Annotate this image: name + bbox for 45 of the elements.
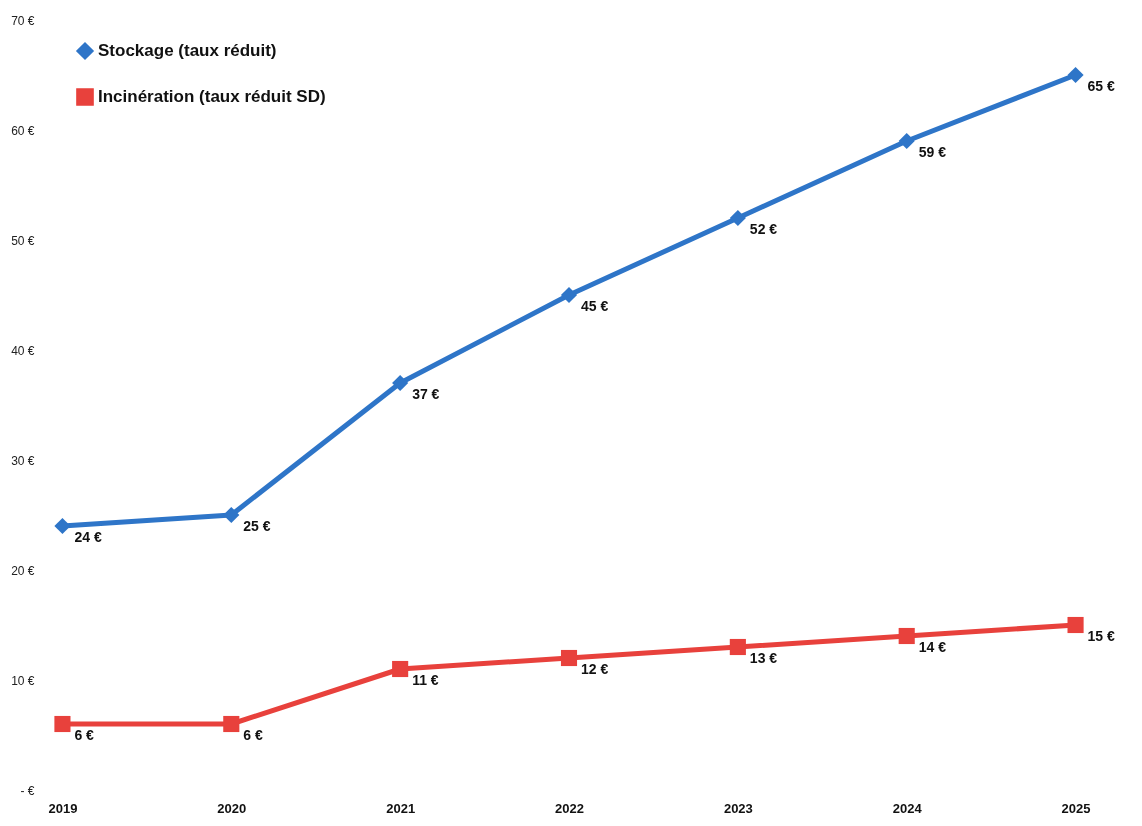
- data-label: 11 €: [412, 672, 439, 688]
- point: [1067, 66, 1084, 84]
- y-tick-label: 60 €: [11, 123, 35, 138]
- data-label: 6 €: [74, 727, 95, 743]
- y-tick-label: 30 €: [11, 453, 35, 468]
- data-label: 6 €: [243, 727, 263, 743]
- y-tick-label: 70 €: [11, 13, 35, 28]
- point: [392, 660, 409, 678]
- y-tick-label: 10 €: [11, 673, 35, 688]
- point: [560, 649, 578, 667]
- point: [54, 517, 71, 535]
- x-tick-label: 2021: [386, 800, 416, 816]
- legend-label: Stockage (taux réduit): [98, 41, 277, 60]
- point: [560, 286, 578, 304]
- point: [392, 374, 409, 392]
- x-tick-label: 2020: [217, 800, 247, 816]
- x-tick-label: 2023: [723, 800, 753, 816]
- x-tick-label: 2024: [892, 800, 923, 816]
- point: [223, 506, 240, 524]
- point: [54, 715, 71, 733]
- data-label: 14 €: [918, 639, 947, 655]
- data-label: 65 €: [1087, 78, 1116, 94]
- data-label: 59 €: [918, 144, 947, 160]
- data-label: 15 €: [1087, 628, 1116, 644]
- legend-label: Incinération (taux réduit SD): [98, 87, 326, 106]
- point: [223, 715, 240, 733]
- data-label: 45 €: [581, 298, 609, 314]
- point: [1067, 616, 1084, 634]
- data-label: 24 €: [74, 529, 102, 545]
- x-tick-label: 2022: [555, 800, 584, 816]
- data-label: 25 €: [243, 518, 271, 534]
- point: [898, 627, 915, 645]
- point: [729, 209, 746, 227]
- y-tick-label: - €: [20, 783, 35, 798]
- point: [729, 638, 746, 656]
- data-label: 37 €: [412, 386, 440, 402]
- data-label: 52 €: [749, 221, 778, 237]
- x-tick-label: 2019: [48, 800, 78, 816]
- data-label: 13 €: [749, 650, 778, 666]
- y-tick-label: 50 €: [11, 233, 35, 248]
- x-tick-label: 2025: [1061, 800, 1091, 816]
- point: [898, 132, 915, 150]
- y-tick-label: 40 €: [11, 343, 35, 358]
- data-label: 12 €: [581, 661, 609, 677]
- y-tick-label: 20 €: [11, 563, 35, 578]
